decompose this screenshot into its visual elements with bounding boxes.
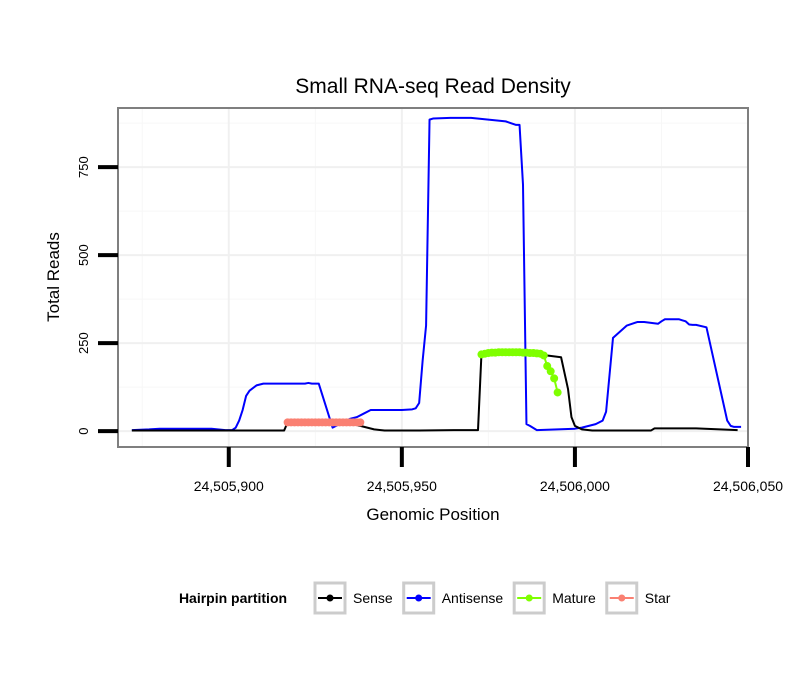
legend-label-antisense: Antisense <box>442 590 504 606</box>
data-point-star <box>356 418 365 427</box>
grid <box>118 108 748 447</box>
data-point-mature <box>553 388 562 397</box>
legend-item-mature: Mature <box>512 581 596 615</box>
legend-label-star: Star <box>645 590 671 606</box>
x-tick-label: 24,506,050 <box>713 478 783 494</box>
axes: 0 250 500 750 24,505,900 24,505,950 24,506,000… <box>76 156 783 494</box>
legend-key-point <box>415 594 423 602</box>
x-tick-label: 24,506,000 <box>540 478 610 494</box>
series-mature <box>477 348 562 397</box>
series-star <box>283 418 365 427</box>
legend-item-antisense: Antisense <box>402 581 504 615</box>
legend-item-sense: Sense <box>313 581 393 615</box>
plot-panel <box>118 108 748 447</box>
data-point-mature <box>539 351 548 360</box>
legend-key-point <box>525 594 533 602</box>
x-tick-label: 24,505,900 <box>194 478 264 494</box>
data-point-mature <box>546 367 555 376</box>
legend-key-point <box>618 594 626 602</box>
x-axis-title: Genomic Position <box>366 505 499 524</box>
y-tick-label: 0 <box>76 428 91 435</box>
y-tick-label: 750 <box>76 156 91 178</box>
data-point-mature <box>550 374 559 383</box>
legend-title: Hairpin partition <box>179 590 287 606</box>
legend: Hairpin partition Sense Antisense Mature St… <box>179 581 671 615</box>
series-line-antisense <box>131 116 742 432</box>
y-axis-title: Total Reads <box>44 232 63 322</box>
y-tick-label: 250 <box>76 332 91 354</box>
series-layer <box>131 116 742 432</box>
legend-label-mature: Mature <box>552 590 596 606</box>
chart-title: Small RNA-seq Read Density <box>295 75 571 98</box>
series-antisense <box>131 116 742 432</box>
panel-border <box>117 107 749 448</box>
x-tick-label: 24,505,950 <box>367 478 437 494</box>
legend-key-point <box>326 594 334 602</box>
legend-label-sense: Sense <box>353 590 393 606</box>
legend-item-star: Star <box>605 581 671 615</box>
y-tick-label: 500 <box>76 244 91 266</box>
